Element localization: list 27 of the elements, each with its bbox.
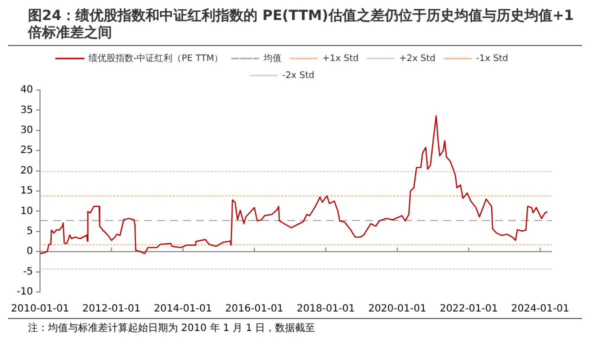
- legend-label: +1x Std: [322, 54, 359, 64]
- legend-label: 绩优股指数-中证红利（PE TTM）: [88, 52, 224, 64]
- y-tick-label: -10: [16, 286, 34, 298]
- x-tick-label: 2018-01-01: [296, 304, 355, 315]
- legend-label: -1x Std: [476, 54, 508, 64]
- y-tick-label: 0: [26, 246, 34, 258]
- y-tick-label: 10: [20, 206, 34, 217]
- y-tick-label: -5: [23, 266, 34, 278]
- y-tick-label: 35: [20, 104, 34, 116]
- x-tick-label: 2022-01-01: [440, 304, 498, 315]
- y-tick-label: 40: [20, 84, 34, 96]
- x-tick-label: 2024-01-01: [511, 304, 570, 315]
- y-tick-label: 5: [26, 226, 34, 237]
- x-tick-label: 2012-01-01: [82, 304, 141, 315]
- text: 注：均值与标准差计算起始日期为 2010 年 1 月 1 日，数据截至: [8, 318, 582, 335]
- x-tick-label: 2020-01-01: [368, 304, 426, 315]
- y-tick-label: 20: [20, 165, 34, 176]
- legend-label: +2x Std: [399, 54, 436, 64]
- legend-label: 均值: [262, 52, 282, 64]
- x-tick-label: 2010-01-01: [10, 304, 70, 315]
- y-tick-label: 15: [20, 186, 34, 197]
- chart-title: 图24：绩优股指数和中证红利指数的 PE(TTM)估值之差仍位于历史均值与历史均值+1 倍标准差之间: [8, 8, 582, 46]
- legend-label: -2x Std: [282, 70, 314, 81]
- y-tick-label: 25: [20, 145, 34, 156]
- x-tick-label: 2014-01-01: [154, 304, 212, 315]
- x-tick-label: 2016-01-01: [225, 304, 284, 315]
- y-tick-label: 30: [20, 124, 34, 136]
